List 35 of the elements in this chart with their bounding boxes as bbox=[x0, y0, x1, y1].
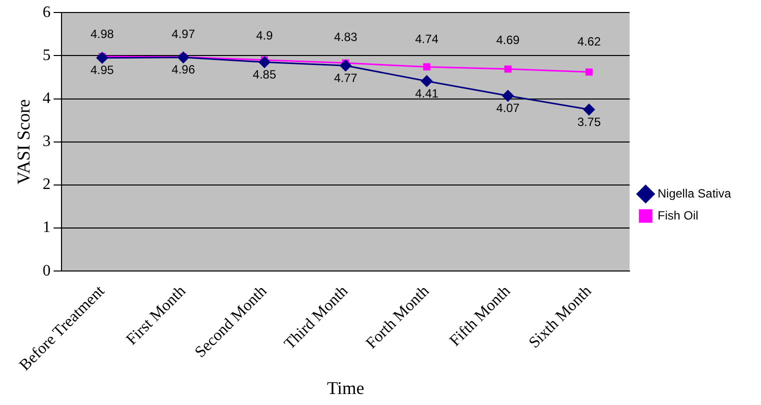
legend-label: Fish Oil bbox=[658, 208, 698, 222]
point bbox=[504, 65, 512, 73]
point bbox=[421, 75, 433, 87]
data-label: 4.85 bbox=[252, 67, 276, 82]
data-label: 4.74 bbox=[415, 32, 439, 46]
y-tick-label: 0 bbox=[42, 262, 51, 280]
point bbox=[178, 52, 190, 64]
y-axis-title: VASI Score bbox=[14, 99, 34, 184]
data-label: 3.75 bbox=[577, 114, 602, 129]
x-axis-title: Time bbox=[326, 378, 364, 398]
y-tick-label: 3 bbox=[42, 133, 51, 150]
point bbox=[583, 104, 595, 116]
legend-label: Nigella Sativa bbox=[658, 186, 732, 200]
data-label: 4.96 bbox=[172, 62, 196, 77]
data-label: 4.41 bbox=[415, 86, 439, 100]
point bbox=[585, 68, 593, 76]
y-tick-label: 1 bbox=[42, 219, 51, 236]
data-label: 4.98 bbox=[90, 26, 114, 41]
data-label: 4.07 bbox=[496, 101, 520, 116]
data-label: 4.9 bbox=[256, 28, 274, 43]
point bbox=[423, 63, 430, 70]
y-tick-label: 2 bbox=[42, 176, 51, 194]
data-label: 4.97 bbox=[172, 27, 196, 42]
point bbox=[340, 60, 352, 72]
data-label: 4.77 bbox=[334, 70, 358, 85]
point bbox=[258, 56, 270, 68]
data-label: 4.69 bbox=[496, 33, 520, 48]
data-label: 4.95 bbox=[90, 63, 114, 78]
point bbox=[502, 90, 514, 102]
y-tick-label: 4 bbox=[42, 90, 51, 107]
data-label: 4.62 bbox=[577, 34, 602, 49]
data-label: 4.83 bbox=[334, 30, 358, 44]
point bbox=[96, 52, 108, 64]
y-tick-label: 6 bbox=[42, 4, 51, 21]
y-tick-label: 5 bbox=[42, 46, 51, 64]
